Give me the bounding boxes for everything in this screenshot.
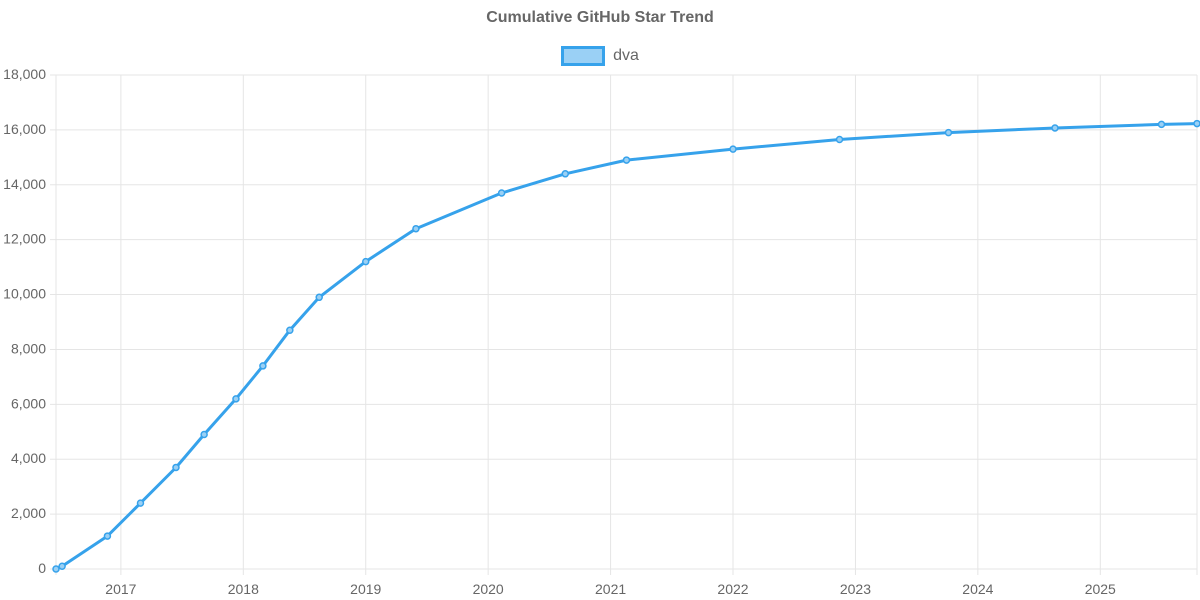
y-tick-label: 14,000: [3, 176, 46, 192]
series-layer: [52, 119, 1200, 573]
y-tick-label: 2,000: [11, 505, 46, 521]
y-tick-label: 8,000: [11, 340, 46, 356]
x-tick-label: 2023: [840, 581, 871, 597]
data-point: [136, 499, 145, 507]
data-point: [259, 362, 267, 370]
data-point: [361, 257, 370, 266]
data-point: [52, 565, 60, 573]
y-tick-label: 16,000: [3, 121, 46, 137]
x-tick-label: 2022: [717, 581, 748, 597]
x-tick-label: 2017: [105, 581, 136, 597]
y-tick-label: 12,000: [3, 231, 46, 247]
data-point: [200, 430, 208, 439]
legend-label: dva: [613, 47, 639, 64]
data-point: [172, 463, 180, 472]
data-point: [232, 395, 240, 403]
data-point: [561, 170, 570, 178]
x-tick-label: 2025: [1085, 581, 1116, 597]
series-line-dva: [55, 122, 1198, 571]
chart-title: Cumulative GitHub Star Trend: [486, 9, 714, 26]
data-point: [1051, 124, 1059, 132]
grid: [50, 74, 1198, 575]
legend-swatch: [561, 46, 606, 66]
data-point: [835, 135, 844, 144]
x-tick-label: 2020: [473, 581, 504, 597]
data-point: [944, 128, 953, 137]
y-tick-label: 18,000: [3, 66, 46, 82]
data-point: [729, 145, 737, 153]
y-tick-label: 10,000: [3, 286, 46, 302]
data-point: [1157, 120, 1166, 129]
data-point: [103, 532, 112, 540]
x-tick-label: 2024: [962, 581, 993, 597]
x-tick-label: 2021: [595, 581, 626, 597]
data-point: [497, 189, 506, 197]
y-tick-label: 4,000: [11, 450, 46, 466]
y-tick-label: 6,000: [11, 395, 46, 411]
legend[interactable]: dva: [0, 46, 1200, 66]
data-point: [1193, 119, 1200, 128]
y-tick-label: 0: [38, 560, 46, 576]
data-point: [286, 326, 294, 334]
x-tick-label: 2018: [228, 581, 259, 597]
axes: 0 2,000 4,000 6,000 8,000 10,000 12,000 14,000 1…: [3, 66, 1116, 597]
data-point: [622, 156, 631, 164]
x-tick-label: 2019: [350, 581, 381, 597]
data-point: [412, 224, 420, 233]
data-point: [58, 562, 66, 571]
data-point: [315, 293, 323, 302]
